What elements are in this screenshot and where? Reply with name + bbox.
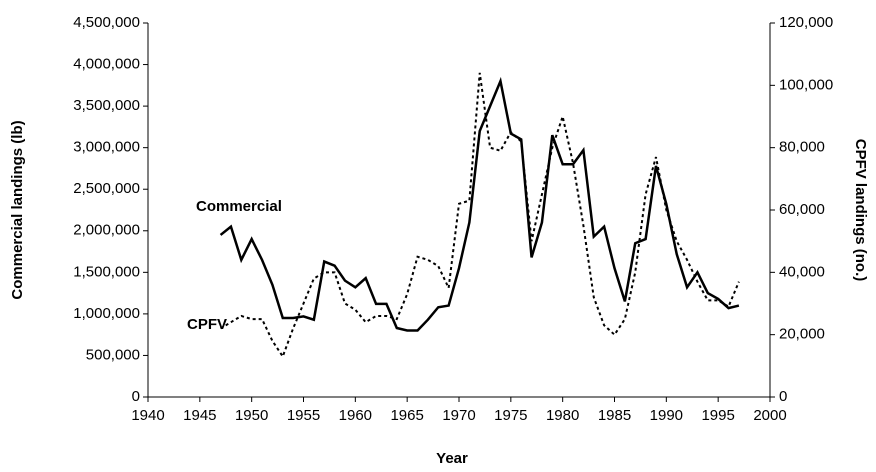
x-tick-label: 1995 — [701, 407, 734, 424]
y-tick-label: 500,000 — [86, 346, 140, 363]
x-tick-label: 1955 — [287, 407, 320, 424]
x-tick-label: 1980 — [546, 407, 579, 424]
series-label: CPFV — [187, 316, 227, 333]
y2-tick-label: 0 — [779, 388, 787, 405]
x-tick-label: 1960 — [339, 407, 372, 424]
y-axis-title: Commercial landings (lb) — [9, 120, 26, 299]
y2-axis-title: CPFV landings (no.) — [852, 139, 869, 282]
x-axis-title: Year — [436, 450, 468, 467]
y2-tick-label: 60,000 — [779, 201, 825, 218]
y2-tick-label: 20,000 — [779, 326, 825, 343]
x-tick-label: 2000 — [753, 407, 786, 424]
y-tick-label: 4,500,000 — [73, 14, 140, 31]
x-tick-label: 1975 — [494, 407, 527, 424]
x-tick-label: 1945 — [183, 407, 216, 424]
x-tick-label: 1985 — [598, 407, 631, 424]
y2-tick-label: 80,000 — [779, 139, 825, 156]
y2-tick-label: 120,000 — [779, 14, 833, 31]
y2-tick-label: 100,000 — [779, 76, 833, 93]
y-tick-label: 2,500,000 — [73, 180, 140, 197]
series-line — [220, 72, 740, 359]
series-line — [219, 76, 740, 332]
series-label: Commercial — [196, 198, 282, 215]
y-tick-label: 0 — [132, 388, 140, 405]
x-tick-label: 1940 — [131, 407, 164, 424]
y2-tick-label: 40,000 — [779, 263, 825, 280]
x-tick-label: 1970 — [442, 407, 475, 424]
y-tick-label: 3,000,000 — [73, 139, 140, 156]
y-tick-label: 3,500,000 — [73, 97, 140, 114]
y-tick-label: 2,000,000 — [73, 222, 140, 239]
x-tick-label: 1990 — [650, 407, 683, 424]
y-tick-label: 1,000,000 — [73, 305, 140, 322]
y-tick-label: 4,000,000 — [73, 56, 140, 73]
x-tick-label: 1965 — [390, 407, 423, 424]
x-tick-label: 1950 — [235, 407, 268, 424]
y-tick-label: 1,500,000 — [73, 263, 140, 280]
